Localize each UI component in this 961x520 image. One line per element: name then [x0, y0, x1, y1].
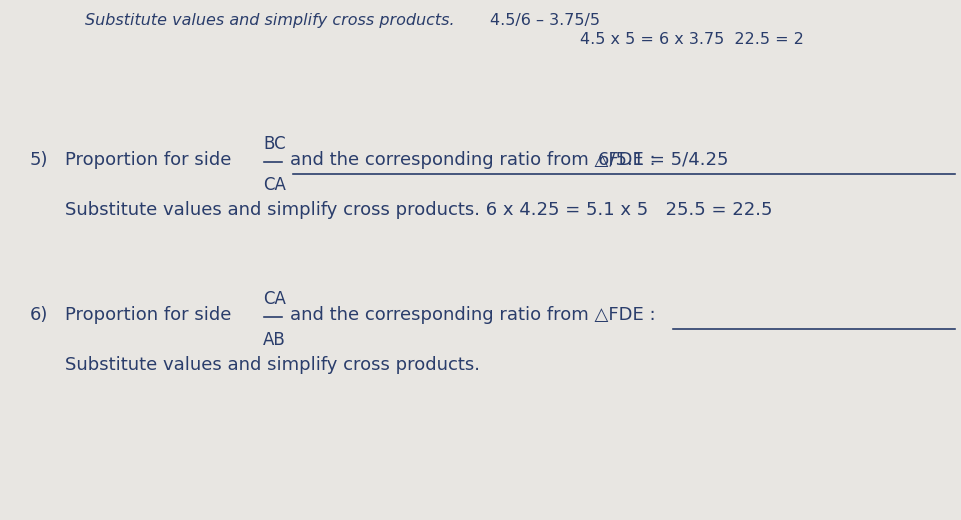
Text: CA: CA	[263, 176, 285, 194]
Text: 5): 5)	[30, 151, 48, 169]
Text: Proportion for side: Proportion for side	[65, 306, 237, 324]
Text: Substitute values and simplify cross products. 6 x 4.25 = 5.1 x 5   25.5 = 22.5: Substitute values and simplify cross pro…	[65, 201, 773, 219]
Text: Proportion for side: Proportion for side	[65, 151, 237, 169]
Text: 6): 6)	[30, 306, 48, 324]
Text: 4.5 x 5 = 6 x 3.75  22.5 = 2: 4.5 x 5 = 6 x 3.75 22.5 = 2	[580, 32, 803, 47]
Text: and the corresponding ratio from △FDE :: and the corresponding ratio from △FDE :	[290, 151, 667, 169]
Text: Substitute values and simplify cross products.: Substitute values and simplify cross pro…	[65, 356, 480, 374]
Text: 4.5/6 – 3.75/5: 4.5/6 – 3.75/5	[490, 13, 600, 28]
Text: AB: AB	[263, 331, 285, 349]
Text: and the corresponding ratio from △FDE :: and the corresponding ratio from △FDE :	[290, 306, 655, 324]
Text: BC: BC	[263, 135, 285, 153]
Text: 6/5.1 = 5/4.25: 6/5.1 = 5/4.25	[598, 151, 728, 169]
Text: CA: CA	[263, 290, 285, 308]
Text: Substitute values and simplify cross products.: Substitute values and simplify cross pro…	[85, 13, 455, 28]
